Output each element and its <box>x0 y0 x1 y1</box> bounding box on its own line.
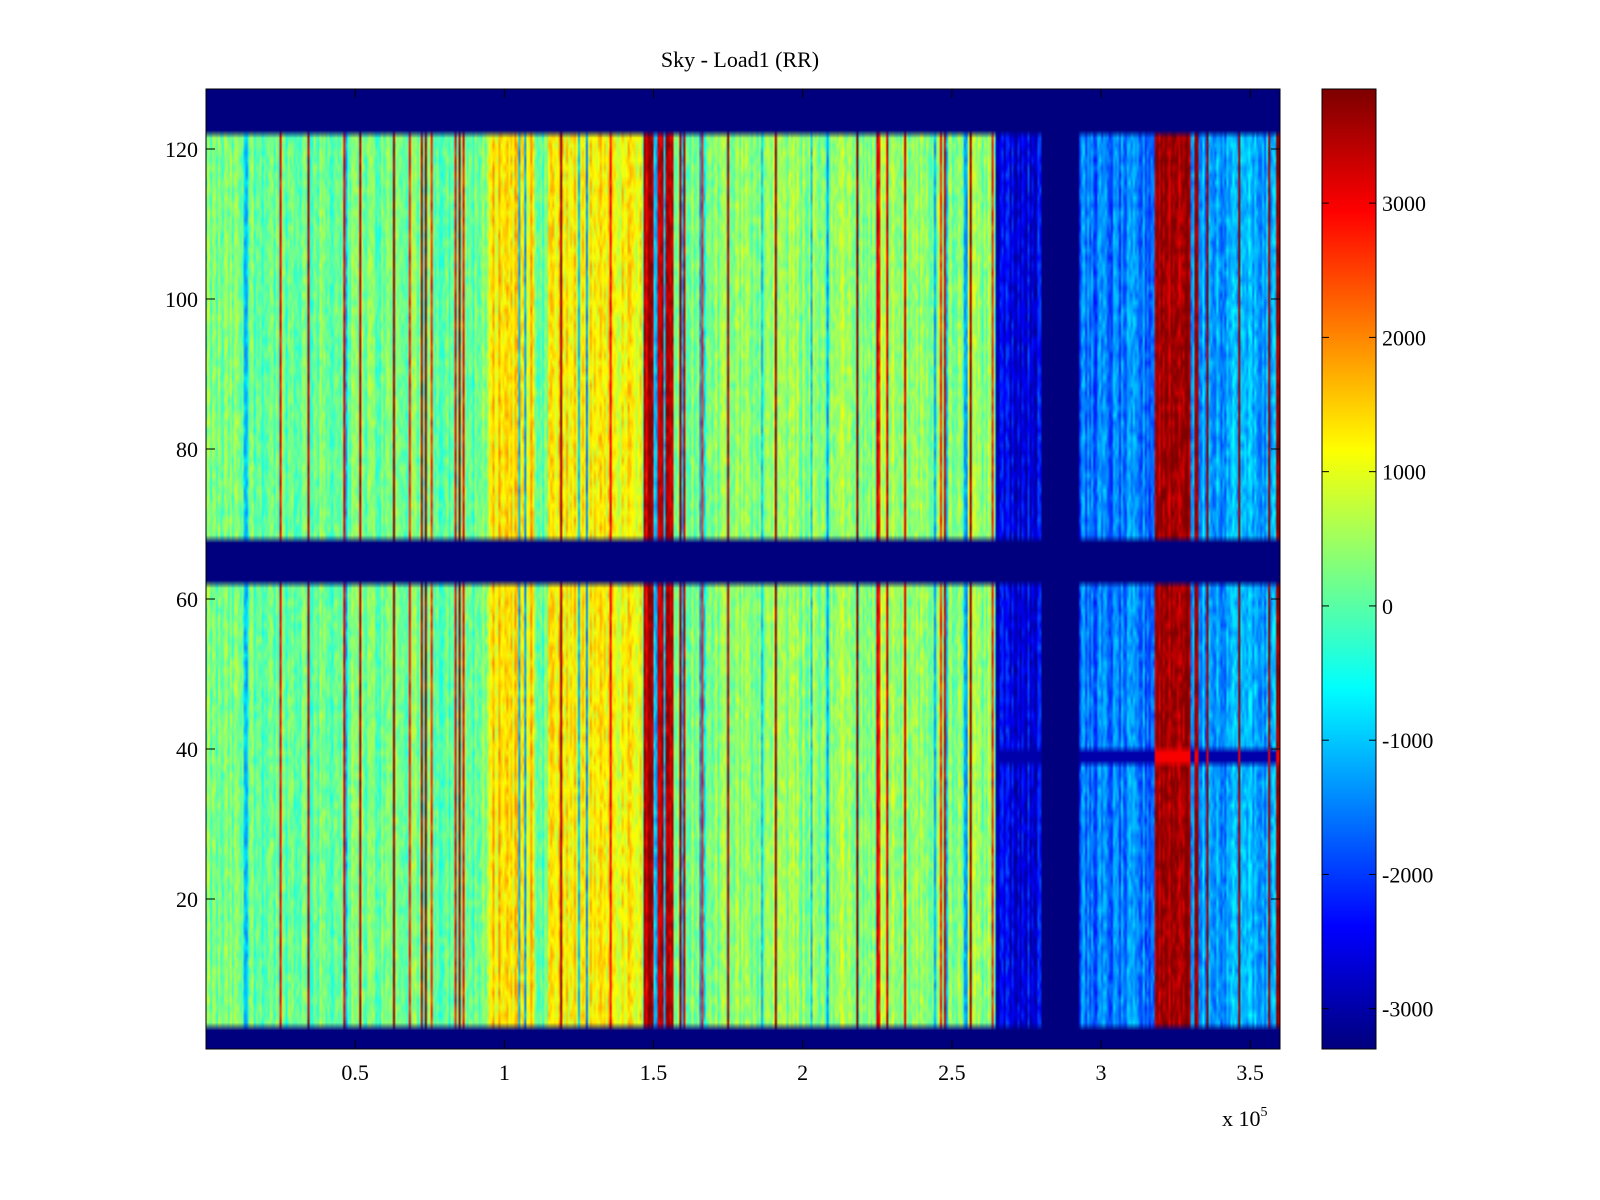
colorbar-tick-label: -3000 <box>1382 997 1433 1022</box>
x-tick-label: 3.5 <box>1236 1060 1264 1085</box>
colorbar-image <box>1322 89 1376 1049</box>
x-multiplier-exponent: 5 <box>1261 1105 1268 1120</box>
colorbar-tick-label: -1000 <box>1382 728 1433 753</box>
colorbar-tick-label: 0 <box>1382 594 1393 619</box>
heatmap-image <box>206 89 1280 1049</box>
colorbar-frame <box>1321 88 1377 1050</box>
colorbar-tick-label: -2000 <box>1382 862 1433 887</box>
colorbar: -3000 -2000 -1000 0 1000 2000 3000 <box>1321 88 1433 1050</box>
plot-frame <box>205 88 1281 1050</box>
chart-title: Sky - Load1 (RR) <box>661 47 819 72</box>
x-tick-label: 0.5 <box>341 1060 369 1085</box>
colorbar-tick-label: 3000 <box>1382 191 1426 216</box>
colorbar-tick-label: 2000 <box>1382 325 1426 350</box>
x-multiplier: x 105 <box>1222 1105 1268 1131</box>
y-axis: 20 40 60 80 100 120 <box>165 137 1280 912</box>
x-tick-label: 2 <box>797 1060 808 1085</box>
y-tick-label: 100 <box>165 287 198 312</box>
x-tick-label: 1 <box>499 1060 510 1085</box>
x-axis: 0.5 1 1.5 2 2.5 3 3.5 <box>341 89 1264 1085</box>
y-tick-label: 20 <box>176 887 198 912</box>
y-tick-label: 60 <box>176 587 198 612</box>
x-tick-label: 1.5 <box>640 1060 668 1085</box>
y-tick-label: 40 <box>176 737 198 762</box>
x-tick-label: 2.5 <box>938 1060 966 1085</box>
colorbar-ticks: -3000 -2000 -1000 0 1000 2000 3000 <box>1322 191 1433 1022</box>
y-tick-label: 120 <box>165 137 198 162</box>
x-tick-label: 3 <box>1096 1060 1107 1085</box>
y-tick-label: 80 <box>176 437 198 462</box>
plot-area <box>205 88 1281 1050</box>
colorbar-tick-label: 1000 <box>1382 460 1426 485</box>
